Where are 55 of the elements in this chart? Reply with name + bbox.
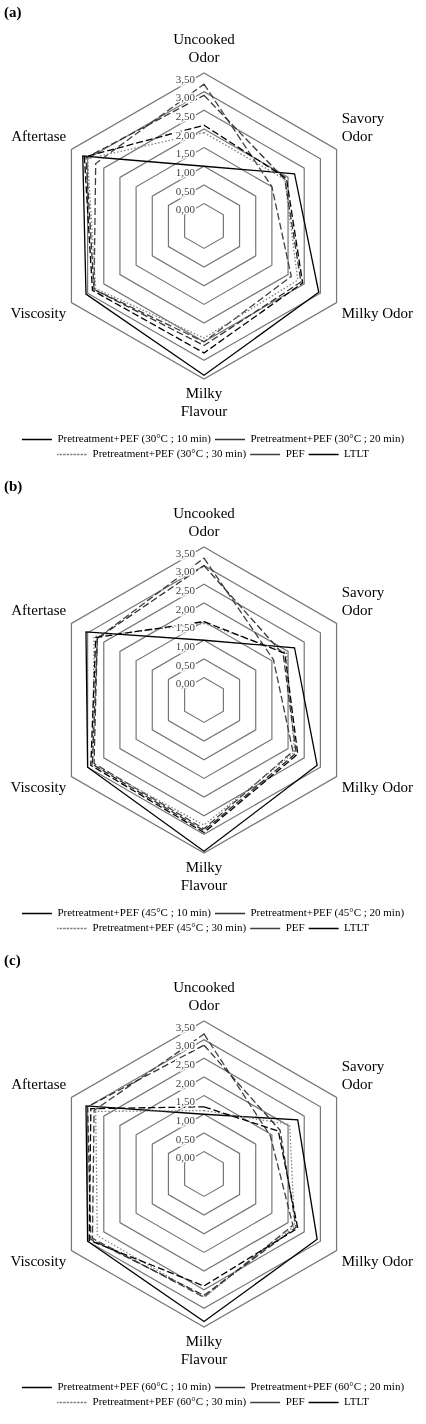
y-tick-label: 3,50 <box>175 1020 196 1033</box>
spoke-label: Uncooked Odor <box>173 978 236 1013</box>
y-tick-label: 2,00 <box>175 1076 196 1089</box>
chart-title: (a) <box>4 3 22 21</box>
legend-label: Pretreatment+PEF (45°C ; 20 min) <box>250 906 405 920</box>
legend-label: Pretreatment+PEF (60°C ; 30 min) <box>92 1395 247 1409</box>
spoke-label: Milky Odor <box>341 305 413 322</box>
spoke-label: Milky Flavour <box>180 1333 228 1367</box>
spoke-label: Aftertase <box>11 602 67 619</box>
y-tick-label: 1,50 <box>175 1095 196 1108</box>
legend-label: LTLT <box>344 1395 370 1408</box>
spoke-label: Savory Odor <box>341 110 385 145</box>
chart-title: (b) <box>4 477 23 495</box>
y-tick-label: 1,00 <box>175 1114 196 1127</box>
spoke-label: Aftertase <box>11 128 67 145</box>
spoke-label: Milky Odor <box>341 1253 413 1270</box>
legend-label: Pretreatment+PEF (60°C ; 10 min) <box>57 1380 212 1394</box>
spoke-label: Viscosity <box>10 779 67 796</box>
y-tick-label: 1,00 <box>175 166 196 179</box>
y-tick-label: 2,50 <box>175 110 196 123</box>
spoke-label: Milky Flavour <box>180 859 228 893</box>
y-tick-label: 0,50 <box>175 1132 196 1145</box>
legend-label: Pretreatment+PEF (60°C ; 20 min) <box>250 1380 405 1394</box>
y-tick-label: 1,00 <box>175 640 196 653</box>
legend-label: PEF <box>285 1395 305 1408</box>
y-tick-label: 1,50 <box>175 147 196 160</box>
y-tick-label: 0,00 <box>175 203 196 216</box>
spoke-label: Savory Odor <box>341 1058 385 1093</box>
legend-label: Pretreatment+PEF (30°C ; 10 min) <box>57 432 212 446</box>
y-tick-label: 0,50 <box>175 658 196 671</box>
y-tick-label: 2,50 <box>175 584 196 597</box>
spoke-label: Uncooked Odor <box>173 504 236 539</box>
y-tick-label: 2,50 <box>175 1058 196 1071</box>
legend-label: LTLT <box>344 447 370 460</box>
chart-title: (c) <box>4 951 21 969</box>
legend-label: LTLT <box>344 921 370 934</box>
legend-label: PEF <box>285 921 305 934</box>
spoke-label: Milky Flavour <box>180 385 228 419</box>
y-tick-label: 0,00 <box>175 677 196 690</box>
y-tick-label: 0,50 <box>175 184 196 197</box>
y-tick-label: 3,50 <box>175 72 196 85</box>
legend-label: Pretreatment+PEF (30°C ; 30 min) <box>92 447 247 461</box>
y-tick-label: 0,00 <box>175 1151 196 1164</box>
spoke-label: Milky Odor <box>341 779 413 796</box>
spoke-label: Viscosity <box>10 305 67 322</box>
legend-label: Pretreatment+PEF (45°C ; 30 min) <box>92 921 247 935</box>
spoke-label: Uncooked Odor <box>173 30 236 65</box>
spoke-label: Savory Odor <box>341 584 385 619</box>
legend-label: Pretreatment+PEF (30°C ; 20 min) <box>250 432 405 446</box>
spoke-label: Viscosity <box>10 1253 67 1270</box>
legend-label: PEF <box>285 447 305 460</box>
spoke-label: Aftertase <box>11 1076 67 1093</box>
y-tick-label: 2,00 <box>175 602 196 615</box>
y-tick-label: 3,50 <box>175 546 196 559</box>
legend-label: Pretreatment+PEF (45°C ; 10 min) <box>57 906 212 920</box>
